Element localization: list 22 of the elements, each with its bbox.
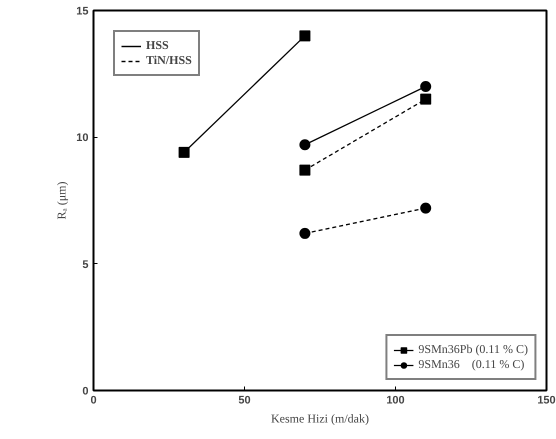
point xyxy=(299,30,310,42)
point xyxy=(299,164,310,176)
x-tick-label: 0 xyxy=(90,394,97,406)
x-tick-label: 100 xyxy=(386,394,405,406)
y-tick-label: 10 xyxy=(76,132,89,144)
x-axis-title: Kesme Hizi (m/dak) xyxy=(271,412,369,426)
point xyxy=(299,228,310,239)
x-tick-label: 50 xyxy=(238,394,251,406)
point xyxy=(420,94,432,105)
annotation: HSS xyxy=(146,38,169,53)
point xyxy=(420,81,432,92)
legend-label: 9SMn36Pb (0.11 % C) xyxy=(418,342,528,357)
y-tick-label: 0 xyxy=(82,386,89,398)
point xyxy=(178,146,190,158)
annotation: TiN/HSS xyxy=(146,53,192,68)
y-tick-label: 5 xyxy=(82,258,89,271)
point xyxy=(420,202,432,214)
legend-label: 9SMn36 (0.11 % C) xyxy=(418,357,524,372)
x-tick-label: 150 xyxy=(537,394,556,406)
y-tick-label: 15 xyxy=(76,6,89,18)
point xyxy=(299,139,310,150)
y-axis-title: Rₐ (μm) xyxy=(54,181,68,220)
